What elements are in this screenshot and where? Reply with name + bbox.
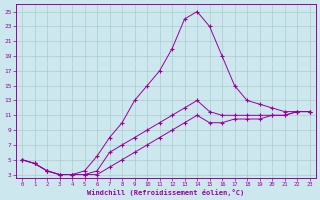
X-axis label: Windchill (Refroidissement éolien,°C): Windchill (Refroidissement éolien,°C) xyxy=(87,189,244,196)
